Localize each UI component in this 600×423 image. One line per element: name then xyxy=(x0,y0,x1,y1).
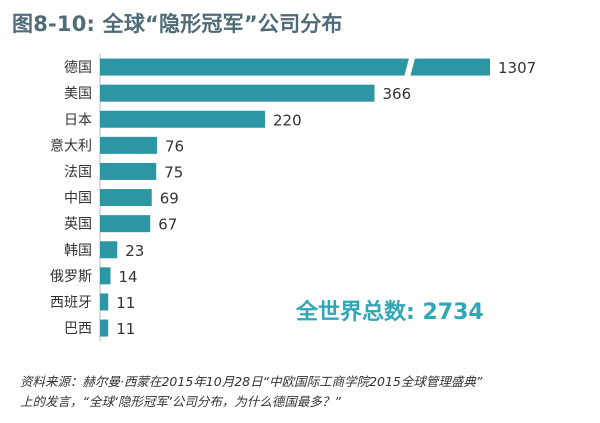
category-label: 俄罗斯 xyxy=(50,269,92,285)
value-label: 14 xyxy=(119,268,138,286)
bar xyxy=(100,84,375,102)
bar xyxy=(100,162,157,180)
category-label: 日本 xyxy=(64,112,92,128)
value-label: 23 xyxy=(125,242,144,260)
category-label: 德国 xyxy=(64,60,92,76)
bar xyxy=(100,136,157,154)
category-label: 中国 xyxy=(64,191,92,207)
category-label: 意大利 xyxy=(50,137,92,154)
category-label: 美国 xyxy=(64,86,92,102)
bar xyxy=(100,293,109,311)
source-line-1: 资料来源：赫尔曼·西蒙在2015年10月28日“中欧国际工商学院2015全球管理… xyxy=(20,374,483,389)
bar xyxy=(100,110,265,128)
bar xyxy=(100,215,151,233)
chart-title: 图8-10: 全球“隐形冠军”公司分布 xyxy=(12,12,343,36)
bar xyxy=(100,319,109,337)
source-line-2: 上的发言，“全球‘隐形冠军’公司分布，为什么德国最多？” xyxy=(20,394,341,409)
value-label: 69 xyxy=(160,190,179,208)
category-label: 法国 xyxy=(64,164,92,180)
category-label: 巴西 xyxy=(64,321,92,337)
bar xyxy=(100,189,152,207)
value-label: 76 xyxy=(165,137,184,155)
value-label: 220 xyxy=(273,111,302,129)
value-label: 11 xyxy=(116,294,135,312)
total-count: 全世界总数: 2734 xyxy=(296,300,484,325)
value-label: 75 xyxy=(164,163,183,181)
value-label: 1307 xyxy=(498,59,536,77)
bar xyxy=(100,241,118,259)
bar xyxy=(100,58,490,76)
category-label: 英国 xyxy=(64,216,92,233)
axis-break-mark xyxy=(404,57,416,77)
bar xyxy=(100,267,111,285)
value-label: 366 xyxy=(383,85,412,103)
category-label: 西班牙 xyxy=(50,295,92,311)
category-label: 韩国 xyxy=(64,243,92,259)
source-note: 资料来源：赫尔曼·西蒙在2015年10月28日“中欧国际工商学院2015全球管理… xyxy=(20,372,482,412)
value-label: 67 xyxy=(158,216,177,234)
value-label: 11 xyxy=(116,320,135,338)
